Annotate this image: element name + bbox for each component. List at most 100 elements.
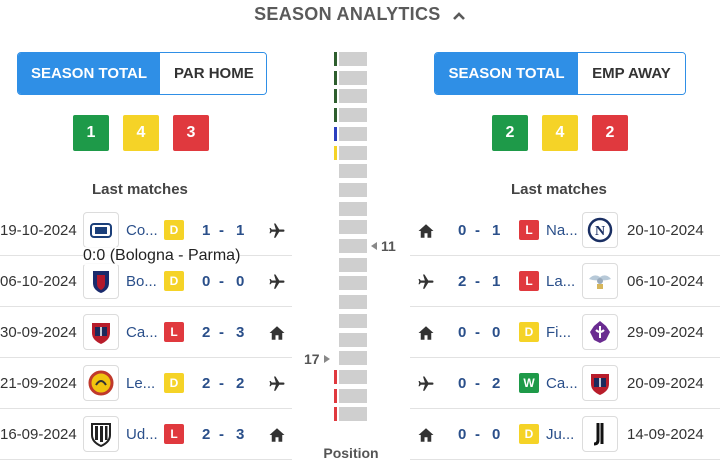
opponent-name[interactable]: Ca...	[546, 375, 578, 392]
position-segment	[339, 182, 367, 197]
home-icon	[416, 307, 436, 358]
opponent-name[interactable]: Bo...	[126, 273, 157, 290]
team-logo	[83, 314, 119, 350]
tab-season-total-right[interactable]: SEASON TOTAL	[435, 53, 578, 94]
match-row[interactable]: 2 - 1 L La... 06-10-2024	[410, 256, 720, 307]
score-home: 0	[458, 426, 467, 443]
opponent-name[interactable]: Na...	[546, 222, 578, 239]
score-home: 0	[458, 222, 467, 239]
position-segment	[339, 407, 367, 422]
left-result-counts: 1 4 3	[73, 115, 209, 151]
position-zone-mark	[334, 108, 337, 123]
position-segment	[339, 369, 367, 384]
team-logo	[83, 263, 119, 299]
opponent-name[interactable]: Co...	[126, 222, 158, 239]
score-away: 3	[236, 324, 245, 341]
score-away: 2	[492, 375, 501, 392]
tab-season-total-left[interactable]: SEASON TOTAL	[18, 53, 160, 94]
arrow-right-icon	[323, 355, 330, 363]
match-row[interactable]: 19-10-2024 Co... D 1 - 1	[0, 205, 292, 256]
home-icon	[416, 409, 436, 460]
match-row[interactable]: 0 - 0 D Ju... 14-09-2024	[410, 409, 720, 460]
draw-count: 4	[123, 115, 159, 151]
team-logo	[582, 416, 618, 452]
score-home: 0	[202, 273, 211, 290]
score-away: 1	[492, 222, 501, 239]
position-segment	[339, 257, 367, 272]
match-date: 06-10-2024	[0, 273, 77, 290]
home-icon	[267, 409, 287, 460]
score-home: 2	[458, 273, 467, 290]
score-away: 1	[236, 222, 245, 239]
position-segment	[339, 164, 367, 179]
season-analytics-header[interactable]: SEASON ANALYTICS	[0, 4, 720, 26]
match-date: 06-10-2024	[627, 273, 704, 290]
position-segment	[339, 52, 367, 66]
match-date: 16-09-2024	[0, 426, 77, 443]
team-logo	[582, 314, 618, 350]
score-separator: -	[219, 375, 224, 392]
match-row[interactable]: 0 - 0 D Fi... 29-09-2024	[410, 307, 720, 358]
home-position-value: 17	[304, 351, 320, 367]
opponent-name[interactable]: La...	[546, 273, 576, 290]
position-segment	[339, 295, 367, 310]
result-badge: L	[164, 424, 184, 444]
opponent-name[interactable]: Le...	[126, 375, 156, 392]
match-row[interactable]: 21-09-2024 Le... D 2 - 2	[0, 358, 292, 409]
score-home: 2	[202, 375, 211, 392]
position-segment	[339, 126, 367, 141]
score-separator: -	[475, 273, 480, 290]
team-logo	[582, 263, 618, 299]
match-tooltip: 0:0 (Bologna - Parma)	[83, 247, 241, 265]
position-zone-mark	[334, 388, 337, 403]
match-row[interactable]: 16-09-2024 Ud... L 2 - 3	[0, 409, 292, 460]
arrow-left-icon	[371, 242, 377, 250]
score-home: 2	[202, 426, 211, 443]
tab-emp-away[interactable]: EMP AWAY	[578, 53, 685, 94]
score-away: 1	[492, 273, 501, 290]
result-badge: D	[164, 220, 184, 240]
tab-par-home[interactable]: PAR HOME	[160, 53, 266, 94]
plane-icon	[267, 256, 287, 307]
loss-count: 2	[592, 115, 628, 151]
match-row[interactable]: 06-10-2024 Bo... D 0 - 0	[0, 256, 292, 307]
match-date: 30-09-2024	[0, 324, 77, 341]
position-segment	[339, 276, 367, 291]
position-zone-mark	[334, 145, 337, 160]
team-logo: N	[582, 212, 618, 248]
position-segment	[339, 220, 367, 235]
score-separator: -	[475, 375, 480, 392]
position-segment	[339, 89, 367, 104]
plane-icon	[416, 358, 436, 409]
score-away: 0	[236, 273, 245, 290]
match-date: 14-09-2024	[627, 426, 704, 443]
result-badge: W	[519, 373, 539, 393]
chevron-up-icon[interactable]	[452, 5, 466, 26]
result-badge: L	[519, 220, 539, 240]
position-label: Position	[323, 445, 379, 461]
score-separator: -	[475, 222, 480, 239]
score-separator: -	[475, 324, 480, 341]
match-row[interactable]: 0 - 2 W Ca... 20-09-2024	[410, 358, 720, 409]
opponent-name[interactable]: Fi...	[546, 324, 571, 341]
position-zone-mark	[334, 369, 337, 384]
right-last-matches-label: Last matches	[511, 181, 607, 198]
result-badge: D	[164, 271, 184, 291]
score-separator: -	[219, 426, 224, 443]
position-zone-mark	[334, 70, 337, 85]
right-result-counts: 2 4 2	[492, 115, 628, 151]
match-row[interactable]: 30-09-2024 Ca... L 2 - 3	[0, 307, 292, 358]
match-row[interactable]: 0 - 1 L Na... N 20-10-2024	[410, 205, 720, 256]
right-tabs: SEASON TOTAL EMP AWAY	[434, 52, 686, 95]
opponent-name[interactable]: Ju...	[546, 426, 575, 443]
score-home: 1	[202, 222, 211, 239]
score-home: 2	[202, 324, 211, 341]
home-position-indicator: 17	[304, 351, 331, 367]
home-icon	[267, 307, 287, 358]
score-separator: -	[475, 426, 480, 443]
plane-icon	[416, 256, 436, 307]
result-badge: D	[519, 424, 539, 444]
opponent-name[interactable]: Ud...	[126, 426, 158, 443]
opponent-name[interactable]: Ca...	[126, 324, 158, 341]
page-title: SEASON ANALYTICS	[254, 4, 441, 24]
